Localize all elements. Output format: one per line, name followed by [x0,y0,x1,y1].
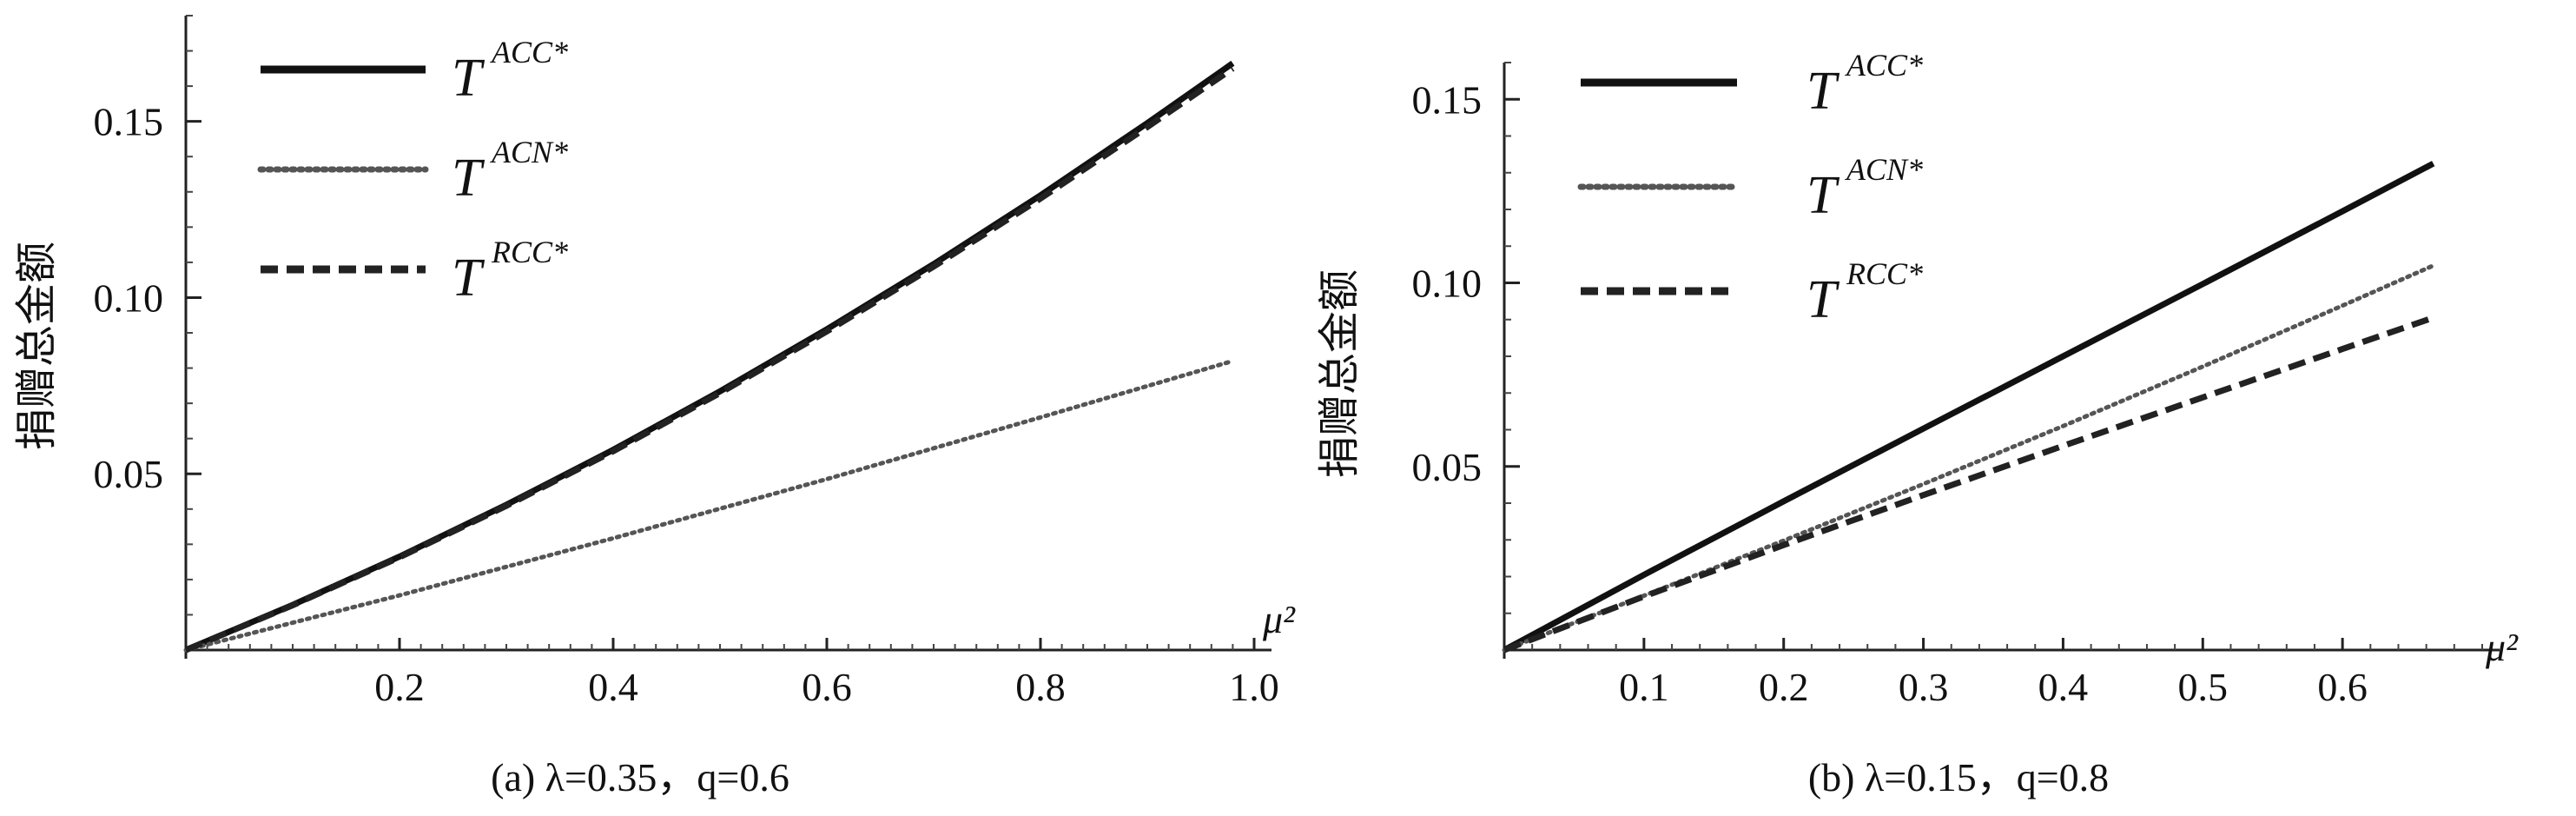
y-tick-label: 0.15 [1412,77,1483,122]
legend-label: T [1807,270,1840,329]
legend-label-superscript: ACC* [1845,48,1923,83]
x-tick-label: 0.6 [802,665,852,709]
y-tick-label: 0.10 [94,275,164,320]
panel-caption: (a) λ=0.35，q=0.6 [491,755,789,799]
y-tick-label: 0.05 [1412,445,1483,489]
y-tick-label: 0.05 [94,452,164,496]
x-tick-label: 0.2 [1759,665,1809,709]
legend-label: T [452,49,485,108]
series-line-dotted [183,358,1235,653]
series-line-dashed [184,65,1235,653]
x-tick-label: 0.2 [374,665,425,709]
x-axis-label: μ² [1262,597,1296,641]
series-line-solid [184,60,1235,653]
x-tick-label: 0.5 [2178,665,2229,709]
chart-panel-b: 0.1 0.2 0.3 0.4 0.5 0.6 0.05 0.10 0.15 捐赠总金额 μ² (b)… [1315,48,2519,799]
x-tick-label: 0.6 [2317,665,2368,709]
y-tick-label: 0.15 [94,100,164,144]
x-tick-label: 1.0 [1229,665,1279,709]
panel-caption: (b) λ=0.15，q=0.8 [1808,755,2109,799]
series-line-dotted [1502,263,2436,653]
x-tick-label: 0.4 [588,665,638,709]
x-tick-label: 0.3 [1899,665,1949,709]
y-axis-label: 捐赠总金额 [12,242,61,450]
legend-label: T [1807,62,1840,121]
legend-label-superscript: ACC* [490,35,568,70]
legend-label: T [452,149,485,208]
y-tick-label: 0.10 [1412,262,1483,306]
x-tick-label: 0.8 [1015,665,1066,709]
x-axis-label: μ² [2485,625,2519,669]
series-line-dashed [1503,315,2434,653]
legend-label: T [1807,166,1840,225]
legend-label: T [452,249,485,308]
y-axis-label: 捐赠总金额 [1315,269,1364,478]
legend-label-superscript: ACN* [490,135,568,169]
series-line-solid [1503,161,2435,653]
x-tick-label: 0.4 [2038,665,2089,709]
chart-panel-a: 0.2 0.4 0.6 0.8 1.0 0.05 0.10 0.15 捐赠总金额 μ² (a) λ=… [12,15,1296,799]
x-tick-label: 0.1 [1619,665,1669,709]
legend-label-superscript: RCC* [1846,256,1923,291]
legend-label-superscript: ACN* [1845,152,1923,187]
legend-label-superscript: RCC* [491,235,568,269]
